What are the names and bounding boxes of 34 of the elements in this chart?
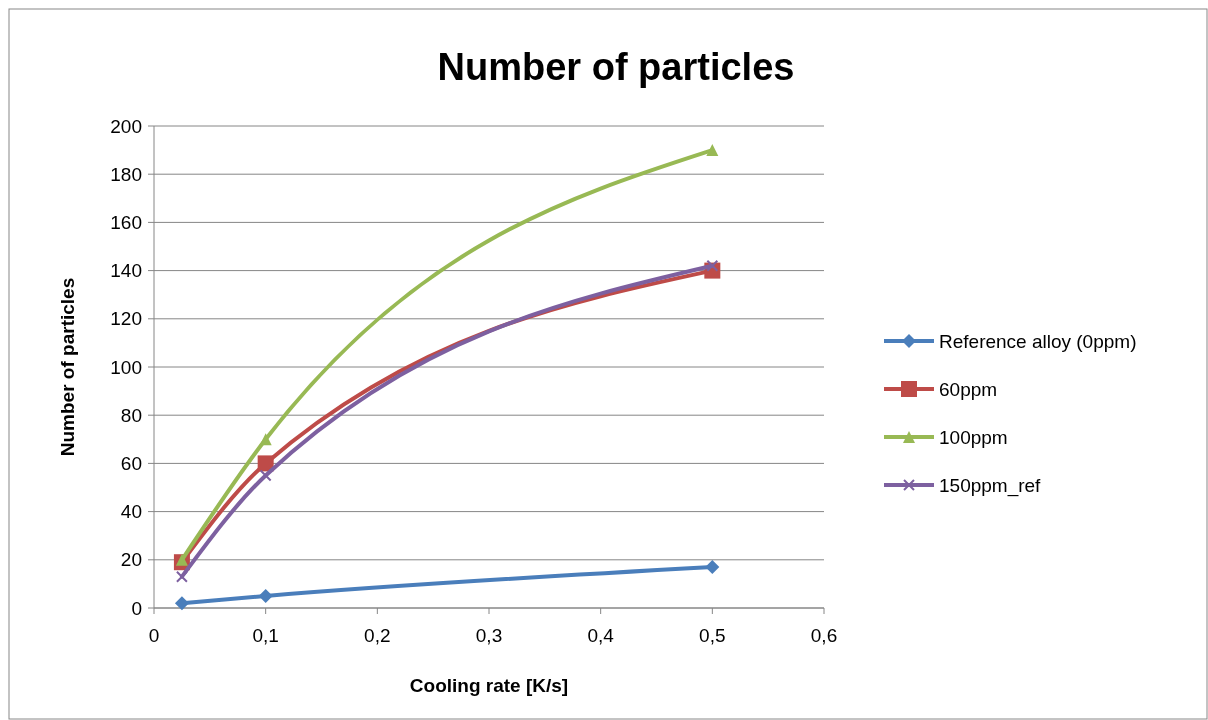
point (257, 455, 274, 472)
point (259, 469, 272, 482)
y-tick-label: 200 (110, 115, 142, 137)
point (706, 259, 719, 272)
point (174, 596, 189, 611)
point (175, 570, 188, 583)
x-tick-label: 0,1 (252, 625, 279, 646)
y-axis-title: Number of particles (57, 277, 78, 457)
legend-label: 150ppm_ref (939, 474, 1042, 497)
point (258, 588, 273, 603)
x-tick-label: 0,6 (810, 625, 838, 646)
x-tick-label: 0,5 (699, 625, 726, 646)
x-tick-label: 0,3 (475, 625, 503, 646)
y-tick-label: 40 (120, 501, 142, 523)
legend-label: 100ppm (939, 426, 1008, 448)
point (706, 144, 719, 157)
y-tick-label: 140 (110, 260, 142, 282)
chart-title: Number of particles (437, 46, 795, 88)
y-tick-label: 60 (120, 453, 142, 475)
y-tick-label: 80 (120, 404, 142, 426)
legend-label: 60ppm (939, 378, 998, 400)
y-tick-label: 100 (110, 356, 142, 378)
y-tick-label: 160 (110, 212, 142, 234)
y-tick-label: 0 (131, 597, 142, 619)
y-tick-label: 20 (120, 549, 142, 571)
point (175, 553, 188, 566)
x-tick-label: 0,2 (364, 625, 391, 646)
x-tick-label: 0,4 (587, 625, 615, 646)
y-tick-label: 180 (110, 163, 142, 185)
legend-label: Reference alloy (0ppm) (939, 330, 1137, 352)
point (705, 560, 720, 575)
y-tick-label: 120 (110, 308, 142, 330)
x-axis-title: Cooling rate [K/s] (409, 675, 569, 696)
x-tick-label: 0 (148, 625, 160, 646)
